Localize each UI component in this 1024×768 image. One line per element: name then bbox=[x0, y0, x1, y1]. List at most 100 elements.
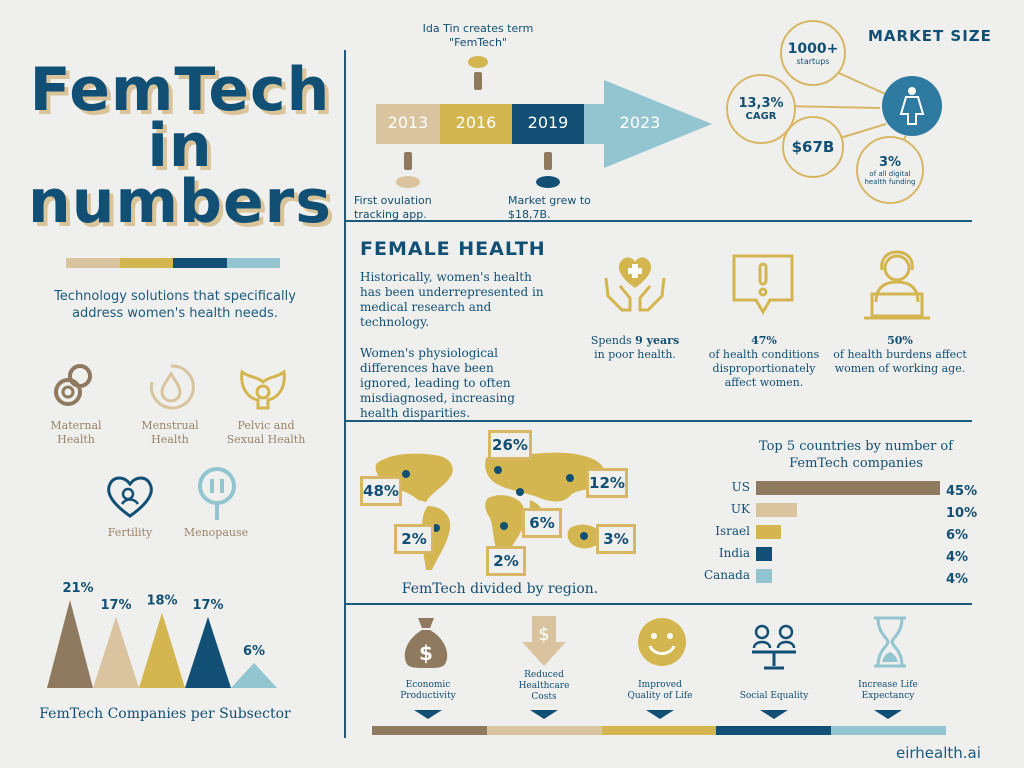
region-label-europe: 26% bbox=[488, 430, 532, 460]
money-bag-icon: $ bbox=[404, 618, 448, 668]
stat1-pre: Spends bbox=[590, 334, 636, 347]
market-heading: MARKET SIZE bbox=[868, 27, 992, 45]
size-value: $67B bbox=[791, 138, 835, 156]
benefit-pointer-1 bbox=[414, 710, 442, 719]
country-bar bbox=[756, 503, 797, 517]
alert-bubble-icon bbox=[732, 254, 794, 315]
startups-value: 1000+ bbox=[787, 40, 839, 57]
stat1-bold: 9 years bbox=[635, 334, 680, 347]
female-health-para1: Historically, women's health has been un… bbox=[360, 270, 544, 329]
divider-3 bbox=[344, 603, 972, 605]
pin-stem-2019 bbox=[544, 152, 552, 170]
countries-chart: US 45% UK 10% Israel 6% India 4% Canada 4% bbox=[690, 478, 990, 596]
subsector-triangle bbox=[139, 612, 185, 688]
country-bar bbox=[756, 481, 940, 495]
page-title: FemTech in numbers bbox=[20, 60, 340, 237]
year-2023: 2023 bbox=[619, 113, 661, 132]
subsector-triangle bbox=[93, 616, 139, 688]
category-label-fertility: Fertility bbox=[107, 526, 153, 539]
startups-label: startups bbox=[796, 56, 830, 66]
funding-value: 3% bbox=[878, 154, 902, 170]
benefit-label-economic: Economic Productivity bbox=[400, 680, 456, 701]
timeline-note-2013: First ovulation tracking app. bbox=[354, 194, 432, 221]
pin-stem-2016 bbox=[474, 72, 482, 90]
footer-site: eirhealth.ai bbox=[896, 744, 981, 762]
country-bar bbox=[756, 547, 773, 561]
country-bar bbox=[756, 525, 781, 539]
subtitle: Technology solutions that specifically a… bbox=[54, 289, 296, 321]
baby-heart-icon bbox=[107, 476, 153, 518]
stat2-text: of health conditions disproportionately … bbox=[708, 348, 820, 389]
country-value: 4% bbox=[946, 550, 969, 565]
region-label-africa: 2% bbox=[486, 546, 526, 576]
subsector-triangle bbox=[47, 600, 93, 688]
subsector-value-label: 21% bbox=[62, 581, 93, 596]
stat-9-years: Spends 9 years in poor health. bbox=[580, 334, 690, 362]
country-name: India bbox=[718, 546, 750, 560]
funding-circle: 3% of all digital health funding bbox=[856, 136, 924, 204]
divider-1 bbox=[344, 220, 972, 222]
regions-caption: FemTech divided by region. bbox=[401, 581, 599, 597]
benefit-label-quality: Improved Quality of Life bbox=[627, 680, 693, 701]
country-value: 4% bbox=[946, 572, 969, 587]
title-line-3: numbers bbox=[28, 167, 332, 237]
region-label-asia: 12% bbox=[586, 468, 628, 498]
category-label-menstrual: Menstrual Health bbox=[141, 419, 199, 446]
size-circle: $67B bbox=[782, 116, 844, 178]
benefit-label-life: Increase Life Expectancy bbox=[858, 680, 918, 701]
category-label-pelvic: Pelvic and Sexual Health bbox=[226, 419, 306, 446]
subsector-triangle bbox=[185, 616, 231, 688]
benefit-label-equality: Social Equality bbox=[739, 691, 809, 701]
year-2013: 2013 bbox=[387, 113, 429, 132]
stat3-bold: 50% bbox=[887, 334, 913, 347]
cagr-label: CAGR bbox=[745, 111, 777, 122]
subsector-value-label: 17% bbox=[100, 598, 131, 613]
subsector-value-label: 17% bbox=[192, 598, 223, 613]
subsector-svg: 21% 17% 18% 17% 6% bbox=[47, 581, 277, 688]
hourglass-icon bbox=[874, 616, 906, 668]
pin-2016 bbox=[468, 56, 488, 68]
year-2019: 2019 bbox=[527, 113, 569, 132]
vertical-divider bbox=[344, 50, 346, 738]
drop-cycle-icon bbox=[149, 364, 195, 410]
hands-heart-icon bbox=[604, 257, 666, 312]
svg-text:$: $ bbox=[538, 624, 549, 645]
stat-47: 47% of health conditions disproportionat… bbox=[704, 334, 824, 390]
country-value: 10% bbox=[946, 506, 978, 521]
benefit-label-costs: Reduced Healthcare Costs bbox=[518, 670, 570, 702]
countries-title: Top 5 countries by number of FemTech com… bbox=[758, 439, 954, 471]
cagr-value: 13,3% bbox=[738, 96, 784, 111]
benefit-pointer-5 bbox=[874, 710, 902, 719]
region-label-south-america: 2% bbox=[394, 524, 434, 554]
category-label-menopause: Menopause bbox=[183, 526, 249, 539]
divider-2 bbox=[344, 420, 972, 422]
bottom-color-strip bbox=[372, 726, 946, 735]
country-bar bbox=[756, 569, 773, 583]
stat3-text: of health burdens affect women of workin… bbox=[833, 348, 967, 375]
woman-icon bbox=[899, 87, 925, 125]
subsector-value-label: 6% bbox=[243, 644, 265, 659]
pin-stem-2013 bbox=[404, 152, 412, 170]
timeline-arrow bbox=[376, 80, 712, 168]
region-label-middle-east: 6% bbox=[522, 508, 562, 538]
female-pause-icon bbox=[198, 467, 236, 520]
benefit-pointer-2 bbox=[530, 710, 558, 719]
smiley-icon bbox=[638, 618, 686, 666]
pacifier-icon bbox=[54, 364, 92, 406]
title-line-2: in bbox=[147, 111, 213, 181]
startups-circle: 1000+ startups bbox=[780, 20, 846, 86]
benefit-pointer-4 bbox=[760, 710, 788, 719]
country-name: US bbox=[731, 480, 750, 494]
woman-laptop-icon bbox=[864, 250, 930, 320]
pin-2019 bbox=[536, 176, 560, 188]
funding-label: of all digital health funding bbox=[864, 169, 916, 186]
stat-50: 50% of health burdens affect women of wo… bbox=[830, 334, 970, 376]
category-label-maternal: Maternal Health bbox=[50, 419, 102, 446]
country-value: 45% bbox=[946, 484, 978, 499]
timeline-note-2016: Ida Tin creates term "FemTech" bbox=[422, 22, 534, 49]
region-label-north-america: 48% bbox=[360, 476, 402, 506]
chart-caption: FemTech Companies per Subsector bbox=[39, 706, 291, 722]
timeline-note-2019: Market grew to $18,7B. bbox=[508, 194, 591, 221]
female-health-heading: FEMALE HEALTH bbox=[360, 238, 546, 260]
country-name: Canada bbox=[703, 568, 750, 582]
